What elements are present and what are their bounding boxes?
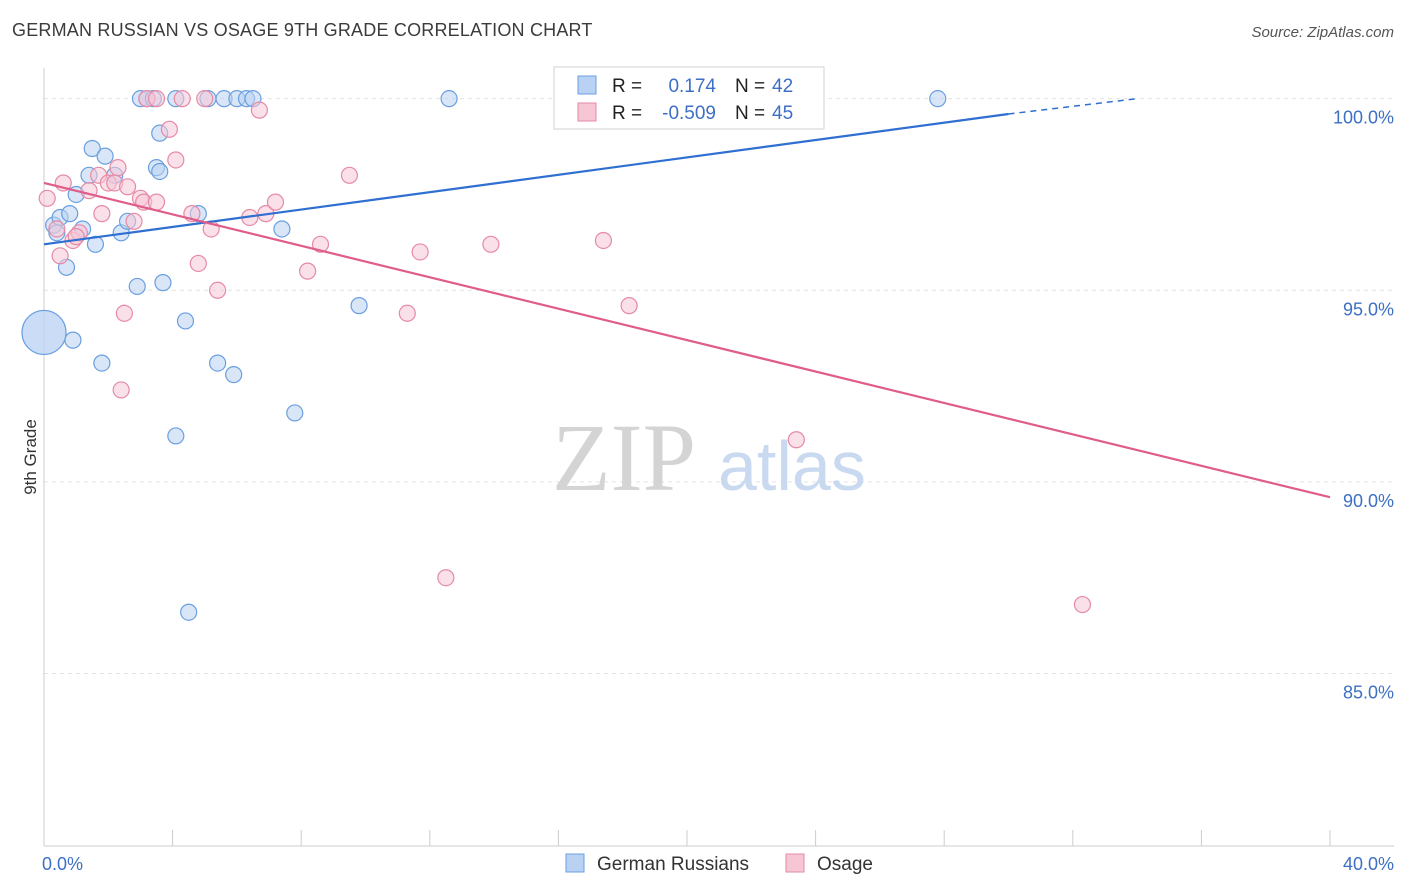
point-german-russians (929, 90, 947, 108)
point-osage (266, 193, 285, 211)
point-osage (1073, 595, 1092, 614)
point-osage (620, 297, 638, 315)
trend-line-osage (43, 181, 1331, 499)
point-german-russians (154, 274, 172, 292)
point-german-russians (151, 162, 169, 181)
point-osage (311, 235, 330, 253)
point-german-russians (64, 331, 82, 349)
y-axis-label: 9th Grade (21, 419, 40, 495)
legend-n-label-2: N = (735, 103, 765, 124)
point-german-russians (286, 404, 304, 422)
point-german-russians (440, 90, 458, 108)
point-german-russians (273, 220, 291, 238)
x-tick-label-max: 40.0% (1343, 854, 1394, 874)
chart-source: Source: ZipAtlas.com (1251, 24, 1394, 41)
point-osage (125, 212, 143, 230)
point-osage (173, 90, 191, 108)
legend-n-label-1: N = (735, 76, 765, 97)
point-german-russians (83, 139, 101, 158)
point-osage (437, 569, 455, 587)
point-osage (160, 120, 178, 138)
bottom-legend-swatch-osage (785, 853, 805, 873)
bottom-legend-label-german-russians: German Russians (597, 854, 749, 875)
data-points (21, 90, 1092, 621)
point-osage (115, 304, 133, 322)
point-osage (67, 228, 85, 246)
point-german-russians (96, 147, 114, 165)
point-osage (594, 231, 613, 250)
point-osage (340, 166, 359, 184)
legend-n-value-1: 42 (772, 76, 793, 97)
point-german-russians (209, 354, 227, 372)
point-osage (109, 159, 127, 177)
trend-lines (43, 97, 1331, 499)
point-osage (48, 220, 66, 238)
point-osage (209, 281, 227, 299)
point-osage (51, 247, 69, 265)
y-tick-label: 95.0% (1343, 299, 1394, 319)
legend-r-value-2: -0.509 (662, 103, 716, 124)
y-tick-labels: 100.0% 95.0% 90.0% 85.0% (1333, 108, 1394, 703)
legend-r-value-1: 0.174 (668, 76, 716, 97)
point-osage (38, 189, 56, 207)
point-osage (93, 205, 111, 223)
y-tick-label: 100.0% (1333, 108, 1394, 128)
point-osage (147, 90, 166, 108)
legend-r-label-1: R = (612, 76, 642, 97)
point-osage (189, 254, 207, 273)
point-german-russians (167, 427, 185, 445)
bottom-legend-swatch-german-russians (565, 853, 585, 873)
series-legend: German Russians Osage (565, 853, 873, 875)
trend-line-german-russians (43, 112, 1009, 246)
point-german-russians (21, 309, 67, 356)
point-german-russians (225, 366, 243, 384)
point-osage (787, 431, 805, 449)
point-osage (196, 90, 214, 108)
watermark-zip: ZIP (552, 404, 696, 511)
point-german-russians (350, 297, 368, 315)
point-german-russians (128, 277, 146, 296)
legend-frame (553, 66, 825, 130)
point-german-russians (61, 205, 79, 223)
bottom-legend-label-osage: Osage (817, 854, 873, 875)
y-tick-label: 90.0% (1343, 491, 1394, 511)
point-osage (398, 304, 416, 322)
legend-swatch-german-russians (577, 75, 597, 95)
trend-extension-german-russians (1008, 97, 1138, 115)
legend-n-value-2: 45 (772, 103, 793, 124)
point-german-russians (93, 354, 111, 372)
point-german-russians (176, 312, 195, 330)
y-tick-label: 85.0% (1343, 683, 1394, 703)
point-osage (411, 243, 429, 261)
grid-lines (44, 98, 1394, 675)
legend-r-label-2: R = (612, 103, 642, 124)
chart-title: GERMAN RUSSIAN VS OSAGE 9TH GRADE CORREL… (12, 20, 593, 40)
point-osage (118, 178, 137, 196)
point-osage (250, 101, 269, 119)
point-german-russians (180, 603, 198, 621)
legend-swatch-osage (577, 102, 597, 122)
x-tick-label-min: 0.0% (42, 854, 83, 874)
point-osage (482, 235, 500, 253)
point-osage (299, 262, 317, 280)
watermark: ZIP atlas (552, 404, 866, 511)
correlation-legend: R = 0.174 N = 42 R = -0.509 N = 45 (553, 66, 825, 130)
point-osage (147, 193, 166, 211)
x-ticks (172, 830, 1331, 846)
point-osage (167, 151, 185, 169)
point-osage (112, 381, 130, 399)
